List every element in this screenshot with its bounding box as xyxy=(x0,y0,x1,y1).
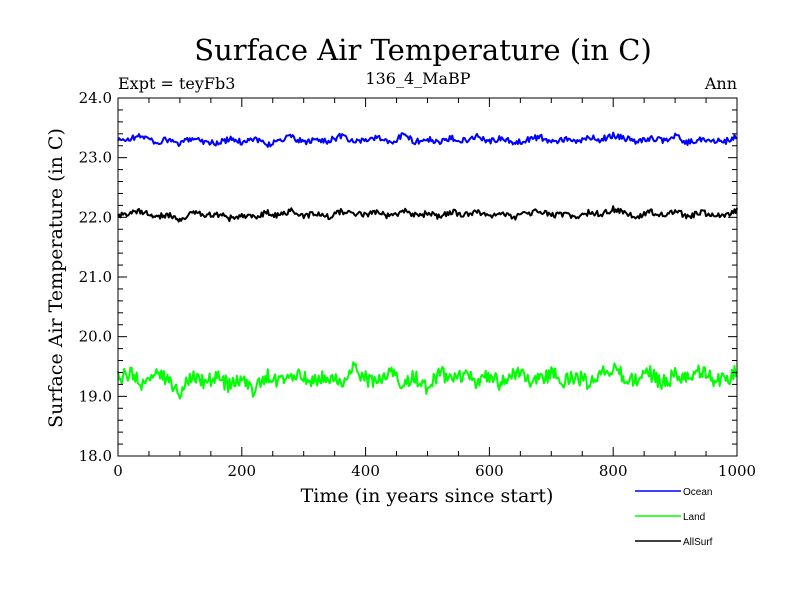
chart-subtitle-center: 136_4_MaBP xyxy=(365,69,470,88)
y-tick-label: 21.0 xyxy=(79,268,112,286)
legend-label-allsurf: AllSurf xyxy=(683,537,713,548)
y-tick-label: 22.0 xyxy=(79,208,112,226)
series-line-land xyxy=(117,361,738,400)
legend-label-land: Land xyxy=(683,512,705,523)
x-tick-label: 0 xyxy=(113,462,123,480)
chart-title: Surface Air Temperature (in C) xyxy=(194,33,652,67)
axes: 0 200 400 600 800 1000 18.0 19.0 20.0 21.0 22.0 23.… xyxy=(79,89,757,480)
plot-frame xyxy=(117,97,738,457)
x-tick-label: 200 xyxy=(227,462,256,480)
y-tick-label: 24.0 xyxy=(79,89,112,107)
y-tick-label: 18.0 xyxy=(79,447,112,465)
y-tick-label: 20.0 xyxy=(79,328,112,346)
legend-label-ocean: Ocean xyxy=(683,487,712,498)
chart-subtitle-left: Expt = teyFb3 xyxy=(118,74,235,93)
series-line-ocean xyxy=(117,131,738,148)
y-axis-label: Surface Air Temperature (in C) xyxy=(45,128,67,428)
x-axis-label: Time (in years since start) xyxy=(301,485,554,507)
x-tick-label: 400 xyxy=(351,462,380,480)
legend: Ocean Land AllSurf xyxy=(635,487,713,548)
x-tick-label: 1000 xyxy=(718,462,756,480)
series-line-allsurf xyxy=(117,205,738,223)
chart-subtitle-right: Ann xyxy=(704,74,737,93)
y-tick-label: 23.0 xyxy=(79,149,112,167)
x-tick-label: 600 xyxy=(475,462,504,480)
y-tick-label: 19.0 xyxy=(79,387,112,405)
x-tick-label: 800 xyxy=(599,462,628,480)
plot-area xyxy=(117,131,738,400)
